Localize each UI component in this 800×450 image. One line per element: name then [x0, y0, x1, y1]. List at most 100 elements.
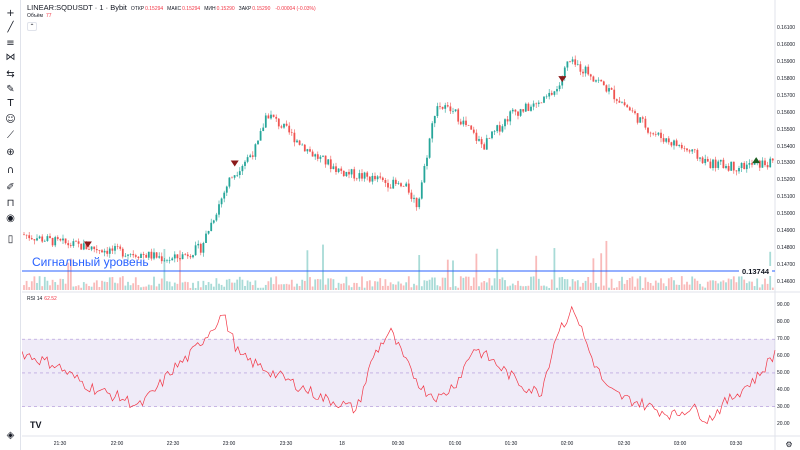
lock-drawings-icon[interactable]: ✐ [6, 181, 15, 193]
volume-bar [348, 285, 350, 290]
candle [558, 82, 561, 92]
volume-bar [691, 276, 694, 290]
volume-bar [579, 286, 582, 290]
candle-body [480, 139, 483, 145]
volume-bar [298, 285, 301, 290]
ohlc-open: ОТКР0.15294 [130, 6, 164, 12]
candle [335, 162, 337, 175]
signal-level-label: Сигнальный уровень [32, 255, 149, 269]
candle [569, 60, 571, 63]
candle-body [69, 245, 72, 246]
volume-bar [249, 281, 252, 290]
time-tick-label: 22:30 [166, 441, 180, 447]
lock-icon[interactable]: ⊓ [6, 197, 15, 209]
candle [413, 194, 415, 203]
candle-body [431, 123, 434, 139]
signal-price-badge: 0.13744 [739, 266, 772, 276]
candle [704, 154, 707, 166]
candle-body [150, 251, 153, 259]
volume-bar [665, 286, 668, 290]
tradingview-logo[interactable]: TV [30, 420, 42, 430]
brush-icon[interactable]: ✎ [6, 83, 15, 95]
volume-bar [215, 278, 218, 290]
volume-bar [238, 276, 241, 290]
candle [303, 144, 306, 152]
candle-body [644, 118, 647, 128]
volume-bar [379, 278, 382, 290]
candle [475, 129, 478, 144]
candle-body [660, 132, 662, 139]
volume-bar [696, 280, 699, 290]
chevron-up-icon: ⌃ [29, 24, 35, 30]
candle-body [56, 237, 59, 239]
candle [400, 182, 402, 188]
rsi-tick-label: 20.00 [777, 420, 790, 427]
candle [701, 156, 704, 165]
candle-body [582, 71, 584, 74]
price-tick-label: 0.15100 [777, 194, 796, 201]
candle-body [662, 138, 665, 142]
rsi-legend[interactable]: RSI 14 62.52 [27, 296, 57, 302]
text-icon[interactable]: T [7, 97, 14, 109]
layers-icon[interactable]: ◈ [6, 429, 15, 441]
candle-body [379, 176, 382, 178]
candle [488, 137, 491, 139]
candle [574, 55, 577, 68]
candle-body [418, 198, 421, 208]
candle-body [114, 246, 116, 251]
magnet-icon[interactable]: ∩ [6, 164, 15, 176]
candle-body [249, 155, 252, 158]
symbol-title[interactable]: LINEAR:SQDUSDT · 1 · Bybit [27, 3, 127, 12]
candle [387, 179, 389, 192]
candle [441, 106, 444, 110]
candle-body [103, 250, 106, 253]
volume-bar [332, 279, 335, 290]
gear-icon[interactable]: ⚙ [785, 439, 793, 449]
candle [288, 122, 291, 135]
eye-icon[interactable]: ◉ [6, 212, 15, 224]
candle [449, 102, 452, 114]
volume-bar [350, 287, 353, 290]
candle [181, 252, 184, 260]
fib-icon[interactable]: ≡ [6, 37, 15, 49]
candle [119, 244, 122, 251]
price-tick-label: 0.16000 [777, 42, 796, 49]
volume-bar [90, 286, 93, 290]
trend-line-icon[interactable]: ╱ [7, 21, 14, 33]
candle-body [173, 254, 176, 259]
volume-bar [337, 282, 340, 290]
candle [465, 116, 467, 127]
emoji-icon[interactable]: ☺ [5, 113, 16, 125]
crosshair-icon[interactable]: + [6, 7, 15, 19]
candle [452, 107, 454, 114]
collapse-legend-button[interactable]: ⌃ [27, 22, 37, 31]
chart-canvas[interactable] [22, 0, 800, 450]
candle [683, 145, 686, 152]
candle-body [36, 238, 38, 241]
volume-bar [236, 279, 239, 290]
candle-body [345, 171, 348, 177]
candle [124, 252, 127, 258]
volume-bar [319, 279, 322, 290]
candle-body [475, 132, 478, 141]
ruler-icon[interactable]: ⟋ [7, 129, 14, 141]
candle-body [80, 243, 83, 250]
zoom-in-icon[interactable]: ⊕ [6, 146, 15, 158]
candle [714, 156, 717, 172]
pattern-icon[interactable]: ⋈ [5, 51, 16, 63]
candle [33, 238, 36, 245]
candle [428, 137, 431, 159]
trash-icon[interactable]: ▯ [7, 233, 14, 245]
volume-bar [540, 285, 543, 290]
volume-bar [64, 283, 67, 290]
volume-bar [127, 281, 129, 290]
candle [459, 118, 462, 126]
projection-icon[interactable]: ⇆ [6, 68, 15, 80]
volume-bar [738, 276, 740, 290]
candle-body [366, 172, 369, 177]
candle [722, 157, 725, 169]
candle [667, 136, 670, 145]
candle-body [171, 258, 174, 261]
candle-body [62, 238, 64, 241]
volume-legend[interactable]: Объём 77 [27, 13, 52, 19]
